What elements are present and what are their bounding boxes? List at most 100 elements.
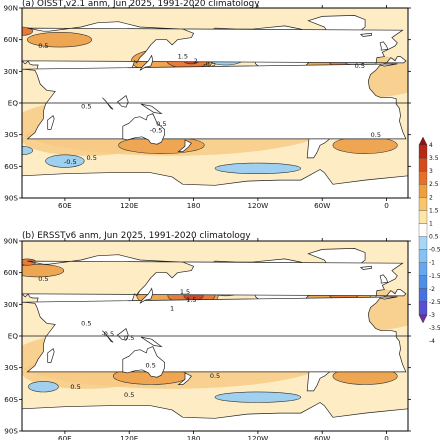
colorbar-segment [418,171,428,185]
contour-label: 0.5 [81,319,91,327]
lon-tick-label: 120W [247,434,268,440]
contour-label: 0.5 [87,154,97,162]
continent-uk [379,274,389,284]
lat-tick-label: 30N [3,300,18,309]
anomaly-region-cool1 [214,162,302,174]
colorbar-segment [418,223,428,237]
contour-label: -0.5 [150,127,163,135]
anomaly-region-warm2 [22,264,65,278]
lat-tick-label: EQ [8,332,19,341]
colorbar-tick-label: 0.5 [429,234,439,241]
lat-tick-label: 60S [4,162,18,171]
colorbar-segment [418,144,428,159]
continent-iceland [360,32,372,37]
anomaly-region-cool1 [214,391,302,403]
contour-label: -0.5 [203,60,216,68]
continent-new-guinea [140,336,163,348]
map-content: 1.51.5 0.5 0.5 -0.5 0.5 0.5 0.5 0.5 0.5 1 [22,241,408,431]
contour-label: 0.5 [355,62,365,70]
contour-label: 1.5 [180,288,190,296]
lon-tick-label: 180 [187,434,201,440]
colorbar-tick-label: -1.5 [429,273,440,280]
continent-new-zealand [177,139,192,152]
lat-tick-label: 60S [4,395,18,404]
lat-tick-label: 90N [3,237,18,246]
contour-label: -0.5 [101,330,114,338]
contour-label: 1.5 [186,296,196,304]
contour-label: 0.5 [124,334,134,342]
contour-label: 0.5 [210,372,220,380]
lon-tick-label: 60E [58,434,72,440]
contour-label: 0.5 [38,275,48,283]
continent-australia [122,346,165,378]
lon-tick-label: 120E [120,434,139,440]
colorbar-segment [418,184,428,198]
colorbar-top-arrow [418,136,428,146]
continent-africa [22,63,407,140]
anomaly-region-warm2 [332,136,398,154]
anomaly-region-warm3 [22,26,33,36]
lat-tick-label: 30N [3,67,18,76]
panel-a-map-area: 1.520.5-0.50.5-0.50.50.5-0.50.50.5 [21,7,409,199]
contour-label: 0.5 [124,391,134,399]
continent-madagascar [47,348,55,363]
anomaly-region-cool1 [22,146,33,155]
colorbar-tick-label: -0.5 [429,247,440,254]
colorbar-tick-label: -3 [429,312,435,319]
colorbar-bottom-arrow [418,314,428,324]
colorbar-tick-label: 1.5 [429,207,439,214]
colorbar-segment [418,249,428,263]
contour-label: 0.5 [371,131,381,139]
anomaly-region-cool1 [45,154,85,168]
lat-tick-label: 90S [4,194,18,203]
lon-tick-label: 120W [247,201,268,210]
panel-b-map-area: 1.51.5 0.5 0.5 -0.5 0.5 0.5 0.5 0.5 0.5 1 [21,240,409,432]
contour-label: 0.5 [146,362,156,370]
continent-sumatra [102,97,114,110]
colorbar-tick-label: -2.5 [429,299,440,306]
lon-tick-label: 120E [120,201,139,210]
colorbar: 4 3.5 3 2.5 2 1.5 1 0.5 -0.5 -1 -1.5 -2 -2.5 -3 -3.5 -4 [418,136,440,345]
continent-iceland [360,265,372,270]
continent-borneo [116,95,129,108]
colorbar-segment [418,301,428,316]
colorbar-tick-label: 2.5 [429,181,439,188]
lon-tick-label: 60W [314,201,330,210]
continent-australia [122,113,165,145]
lon-tick-label: 0 [384,434,389,440]
contour-label: 2 [194,57,198,65]
colorbar-segment [418,262,428,276]
colorbar-segment [418,288,428,303]
colorbar-segment [418,197,428,211]
colorbar-tick-label: -4 [429,338,435,345]
contour-label: 0.5 [156,120,166,128]
colorbar-tick-label: -1 [429,260,435,267]
colorbar-tick-label: 4 [429,142,433,149]
contour-label: -0.5 [64,158,77,166]
panel-a-title: (a) OISST v2.1 anm, Jun 2025, 1991-2020 … [22,0,259,9]
colorbar-tick-label: 3.5 [429,155,439,162]
colorbar-segment [418,210,428,224]
contour-label: 1.5 [178,53,188,61]
continent-japan [139,287,154,304]
lat-tick-label: 30S [4,363,18,372]
continent-new-zealand [177,372,192,385]
panel-b-ersst-map: (b) ERSSTv6 anm, Jun 2025, 1991-2020 cli… [3,231,411,440]
contour-label: 0.5 [70,383,80,391]
continent-madagascar [47,115,55,130]
panel-b-title: (b) ERSSTv6 anm, Jun 2025, 1991-2020 cli… [22,231,251,241]
continent-antarctica [22,169,408,198]
lat-tick-label: 90N [3,4,18,13]
continent-africa [22,296,407,373]
colorbar-tick-label: 1 [429,221,433,228]
continent-new-guinea [140,103,163,115]
continent-sumatra [102,330,114,343]
anomaly-region-warm2 [26,31,93,48]
continent-japan [139,54,154,71]
colorbar-segment [418,236,428,250]
panel-a-axes: 90N 60N 30N EQ 30S 60S 90S 60E 120E 180 120W 60W 0 [3,4,411,210]
map-content: 1.520.5-0.50.5-0.50.50.5-0.50.50.5 [22,8,408,198]
lat-tick-label: 60N [3,35,18,44]
colorbar-tick-label: 2 [429,194,433,201]
panel-a-oisst-map: (a) OISST v2.1 anm, Jun 2025, 1991-2020 … [3,0,411,210]
